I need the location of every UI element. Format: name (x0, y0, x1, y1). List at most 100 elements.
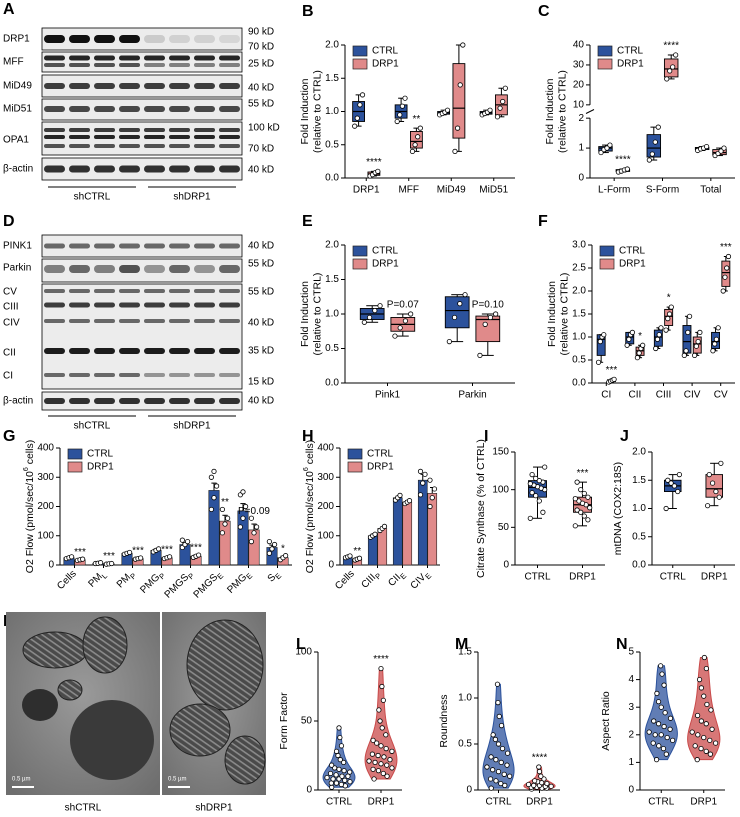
blot-band (194, 83, 215, 89)
significance-label: * (667, 293, 671, 304)
y-axis-label: Citrate Synthase (% of CTRL) (475, 439, 487, 578)
blot-band (44, 35, 65, 43)
data-point (354, 115, 360, 121)
data-point (211, 468, 217, 474)
blot-band (69, 63, 90, 67)
data-point (387, 757, 393, 763)
blot-band (219, 128, 240, 132)
y-tick-label: 50 (498, 522, 510, 533)
kd-label: 55 kD (248, 287, 274, 298)
data-point (671, 483, 678, 489)
blot-band (144, 144, 165, 148)
blot-band (194, 128, 215, 132)
significance-label: **** (663, 41, 679, 52)
blot-band (169, 319, 190, 323)
data-point (701, 654, 707, 661)
data-point (685, 329, 691, 335)
blot-band (69, 135, 90, 139)
legend-label: DRP1 (617, 59, 644, 70)
data-point (536, 768, 543, 775)
data-point (383, 745, 389, 752)
y-axis-label: mtDNA (COX2:18S) (612, 462, 624, 555)
x-tick-label: CTRL (326, 797, 353, 808)
data-point (444, 107, 451, 113)
scale-label: 0.5 µm (12, 777, 30, 783)
blot-band (69, 243, 90, 249)
blot-band (119, 144, 140, 148)
data-point (374, 740, 380, 746)
legend-label: CTRL (372, 46, 399, 57)
blot-label: MFF (3, 57, 24, 68)
blot-band (69, 165, 90, 173)
x-tick-label: CIIIP (359, 568, 383, 592)
image-label: shDRP1 (195, 803, 233, 814)
data-point (697, 329, 703, 335)
y-tick-label: 2 (578, 113, 584, 124)
data-point (664, 76, 670, 82)
data-point (488, 785, 494, 791)
y-tick-label: 1.5 (325, 73, 339, 84)
x-tick-label: Cells (333, 568, 357, 592)
blot-band (219, 265, 240, 273)
data-point (460, 42, 466, 48)
bar (219, 520, 231, 566)
data-point (498, 780, 504, 787)
data-point (383, 732, 389, 738)
blot-band (44, 373, 65, 377)
panel-letter: I (484, 428, 488, 445)
blot-band (69, 265, 90, 273)
data-point (498, 759, 504, 766)
blot-band (219, 106, 240, 112)
blot-band (169, 348, 190, 354)
data-point (345, 773, 351, 779)
y-tick-label: 0.5 (325, 343, 339, 354)
data-point (695, 732, 701, 738)
y-tick-label: 2.0 (325, 240, 339, 251)
mitochondrion (224, 735, 266, 785)
blot-label: CIII (3, 302, 19, 313)
data-point (501, 771, 507, 777)
kd-label: 70 kD (248, 144, 274, 155)
y-tick-label: 0 (48, 560, 54, 571)
panel-letter: M (455, 636, 468, 653)
y-axis-label-part: O2 Flow (pmol/sec/10 (24, 471, 36, 573)
data-point (80, 556, 86, 562)
data-point (725, 253, 732, 260)
y-axis-label-line: (relative to CTRL) (311, 273, 323, 356)
data-point (338, 743, 345, 749)
data-point (372, 307, 378, 314)
kd-label: 100 kD (248, 123, 280, 134)
data-point (487, 776, 494, 782)
kd-label: 40 kD (248, 165, 274, 176)
data-point (531, 782, 537, 789)
data-point (347, 769, 353, 775)
blot-band (169, 243, 190, 249)
x-tick-label: CTRL (648, 797, 675, 808)
data-point (495, 741, 502, 747)
blot-band (219, 398, 240, 404)
blot-band (219, 165, 240, 173)
box (444, 296, 470, 329)
y-tick-label: 1.0 (458, 693, 472, 704)
data-point (548, 783, 554, 789)
data-point (698, 745, 704, 752)
data-point (661, 682, 667, 688)
data-point (333, 780, 340, 786)
y-tick-label: 150 (492, 447, 509, 458)
significance-label: ** (221, 497, 229, 508)
data-point (327, 770, 334, 777)
data-point (488, 754, 494, 760)
data-point (692, 743, 698, 749)
x-tick-label-part: E (216, 572, 226, 582)
x-tick-label-part: Cells (333, 568, 357, 592)
data-point (225, 515, 231, 521)
data-point (724, 265, 730, 271)
data-point (375, 168, 381, 174)
blot-band (94, 348, 115, 354)
blot-band (44, 83, 65, 89)
y-tick-label: 40 (573, 40, 585, 51)
group-label: shCTRL (74, 421, 111, 432)
data-point (667, 715, 674, 721)
legend-swatch (599, 258, 615, 270)
